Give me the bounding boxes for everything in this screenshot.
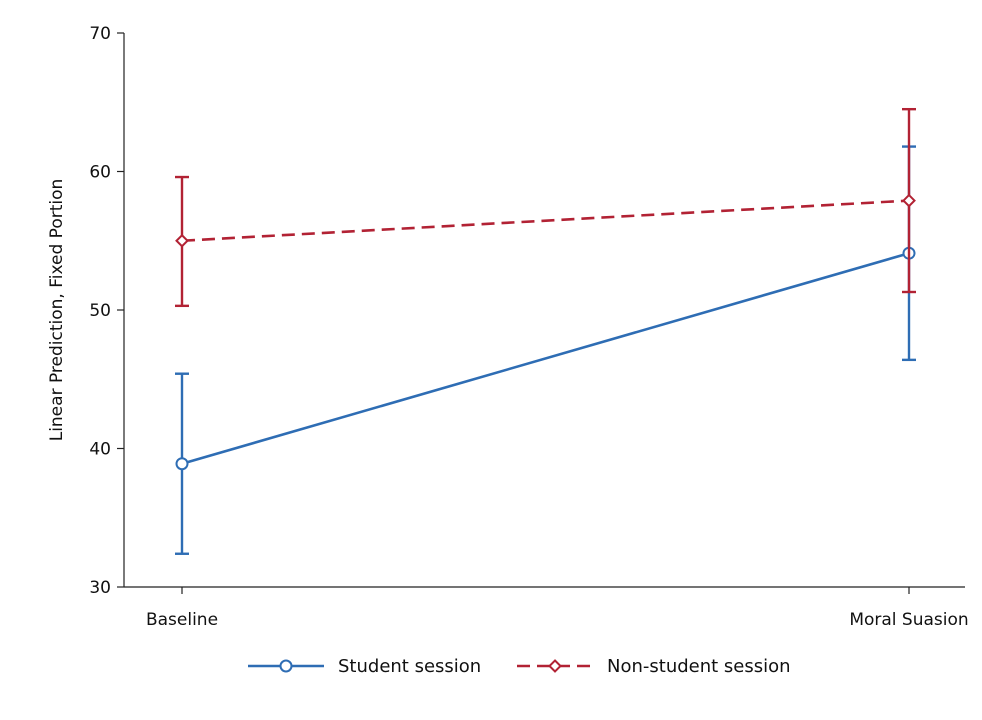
legend-label: Non-student session <box>607 656 791 677</box>
legend-item: Non-student session <box>517 656 791 677</box>
data-point <box>175 457 189 471</box>
data-point <box>175 233 189 248</box>
series-0 <box>175 145 916 555</box>
x-tick-label: Baseline <box>146 610 218 630</box>
y-tick-label: 60 <box>89 163 111 183</box>
x-ticks: Baseline Moral Suasion <box>146 587 969 630</box>
legend: Student session Non-student session <box>248 656 791 677</box>
series-1 <box>175 107 916 308</box>
y-tick-label: 40 <box>89 440 111 460</box>
legend-label: Student session <box>338 656 481 677</box>
axes <box>123 33 965 588</box>
series-layer <box>175 107 916 555</box>
series-line <box>181 251 910 465</box>
y-tick-label: 30 <box>89 578 111 598</box>
y-tick-label: 50 <box>89 301 111 321</box>
legend-marker <box>548 659 562 673</box>
y-ticks: 30 40 50 60 70 <box>89 24 124 598</box>
x-tick-label: Moral Suasion <box>849 610 968 630</box>
data-point <box>902 193 916 208</box>
legend-item: Student session <box>248 656 481 677</box>
y-axis-title: Linear Prediction, Fixed Portion <box>47 179 67 442</box>
legend-marker <box>279 659 293 673</box>
series-line <box>181 199 910 243</box>
y-tick-label: 70 <box>89 24 111 44</box>
